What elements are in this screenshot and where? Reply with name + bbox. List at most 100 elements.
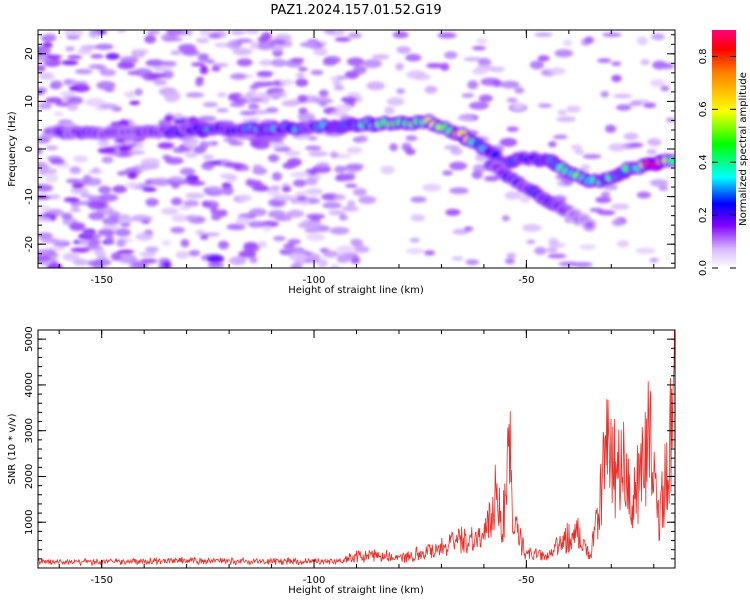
heatmap-cell	[69, 222, 86, 232]
heatmap-cell	[512, 103, 525, 110]
heatmap-cell	[611, 74, 622, 82]
heatmap-cell	[267, 190, 280, 196]
heatmap-cell	[229, 102, 246, 107]
heatmap-cell	[207, 186, 222, 192]
heatmap-cell	[281, 185, 292, 193]
colorbar-label: Normalized spectral amplitude	[738, 72, 749, 226]
heatmap-cell	[64, 30, 84, 37]
heatmap-cell	[463, 57, 483, 62]
heatmap-cell	[492, 79, 502, 88]
heatmap-cell	[534, 246, 547, 255]
heatmap-cell	[649, 179, 669, 187]
heatmap-cell	[295, 78, 309, 87]
heatmap-cell	[179, 205, 191, 211]
heatmap-cell	[305, 253, 321, 262]
heatmap-cell	[162, 260, 172, 268]
heatmap-cell	[195, 229, 205, 236]
x-tick-label: -50	[518, 575, 534, 586]
heatmap-cell	[98, 185, 112, 194]
heatmap-cell	[322, 202, 342, 209]
heatmap-cell	[38, 102, 52, 110]
heatmap-cell	[71, 183, 84, 189]
heatmap-cell	[611, 218, 624, 227]
heatmap-cell	[471, 170, 483, 180]
heatmap-cell	[504, 191, 521, 200]
colorbar-tick-label: 0.0	[698, 260, 709, 276]
heatmap-cell	[395, 62, 404, 71]
heatmap-cell	[49, 257, 58, 264]
heatmap-cell	[534, 32, 553, 37]
heatmap-cell	[198, 115, 217, 122]
heatmap-cell	[330, 264, 340, 268]
heatmap-cell	[629, 142, 644, 148]
heatmap-cell	[461, 93, 475, 98]
heatmap-cell	[74, 68, 93, 75]
heatmap-cell	[345, 183, 358, 188]
heatmap-cell	[217, 92, 227, 98]
heatmap-cell	[70, 207, 81, 212]
spectrogram-ylabel: Frequency (Hz)	[7, 111, 18, 187]
heatmap-cell	[118, 254, 138, 264]
heatmap-cell	[651, 33, 665, 41]
y-tick-label: 0	[24, 146, 35, 152]
heatmap-cell	[611, 61, 622, 67]
heatmap-cell	[268, 154, 280, 163]
heatmap-cell	[87, 169, 103, 174]
heatmap-cell	[341, 206, 360, 212]
heatmap-cell	[170, 50, 182, 56]
heatmap-cell	[243, 243, 260, 253]
heatmap-cell	[424, 85, 438, 94]
heatmap-cell	[292, 179, 307, 188]
x-tick-label: -150	[90, 275, 113, 286]
heatmap-cell	[63, 197, 80, 203]
heatmap-cell	[256, 71, 274, 77]
heatmap-cell	[153, 79, 167, 86]
colorbar-gradient	[712, 30, 736, 268]
heatmap-cell	[44, 174, 59, 183]
heatmap-cell	[352, 65, 367, 75]
snr-series-line	[38, 330, 675, 567]
heatmap-cell	[297, 94, 308, 103]
colorbar-tick-label: 0.8	[698, 48, 709, 64]
heatmap-cell	[39, 205, 51, 213]
heatmap-cell	[333, 194, 346, 201]
heatmap-cell	[79, 239, 90, 246]
heatmap-cell	[605, 124, 617, 133]
heatmap-cell	[323, 56, 341, 64]
x-tick-label: -150	[90, 575, 113, 586]
heatmap-cell	[341, 96, 357, 103]
snr-axes: -150 -100 -50 1000 2000 3000 4000 5000	[24, 326, 675, 586]
x-tick-label: -100	[303, 275, 326, 286]
heatmap-cell	[501, 215, 510, 222]
colorbar-tick-label: 0.2	[698, 207, 709, 223]
heatmap-cell	[131, 49, 150, 54]
heatmap-cell	[45, 54, 63, 60]
snr-xlabel: Height of straight line (km)	[288, 585, 424, 596]
heatmap-cell	[63, 79, 73, 86]
heatmap-cell	[252, 164, 263, 170]
heatmap-cell	[228, 256, 247, 266]
y-tick-label: 5000	[24, 326, 35, 351]
heatmap-cell	[124, 182, 140, 188]
heatmap-cell	[295, 72, 305, 79]
heatmap-cell	[102, 70, 115, 75]
heatmap-cell	[336, 245, 355, 253]
heatmap-cell	[347, 32, 362, 39]
heatmap-cell	[281, 100, 300, 107]
heatmap-cell	[597, 210, 616, 216]
heatmap-cell	[290, 171, 310, 178]
heatmap-cell	[529, 60, 545, 70]
heatmap-cell	[39, 260, 49, 266]
heatmap-cell	[180, 239, 190, 248]
heatmap-cell	[85, 237, 101, 247]
heatmap-cell	[366, 81, 386, 91]
heatmap-cell	[262, 225, 271, 232]
heatmap-cell	[195, 37, 210, 44]
heatmap-cell	[179, 167, 196, 176]
heatmap-cell	[467, 80, 479, 90]
heatmap-cell	[67, 55, 82, 60]
heatmap-cell	[297, 222, 310, 229]
heatmap-cell	[280, 79, 294, 86]
heatmap-cell	[226, 223, 246, 231]
